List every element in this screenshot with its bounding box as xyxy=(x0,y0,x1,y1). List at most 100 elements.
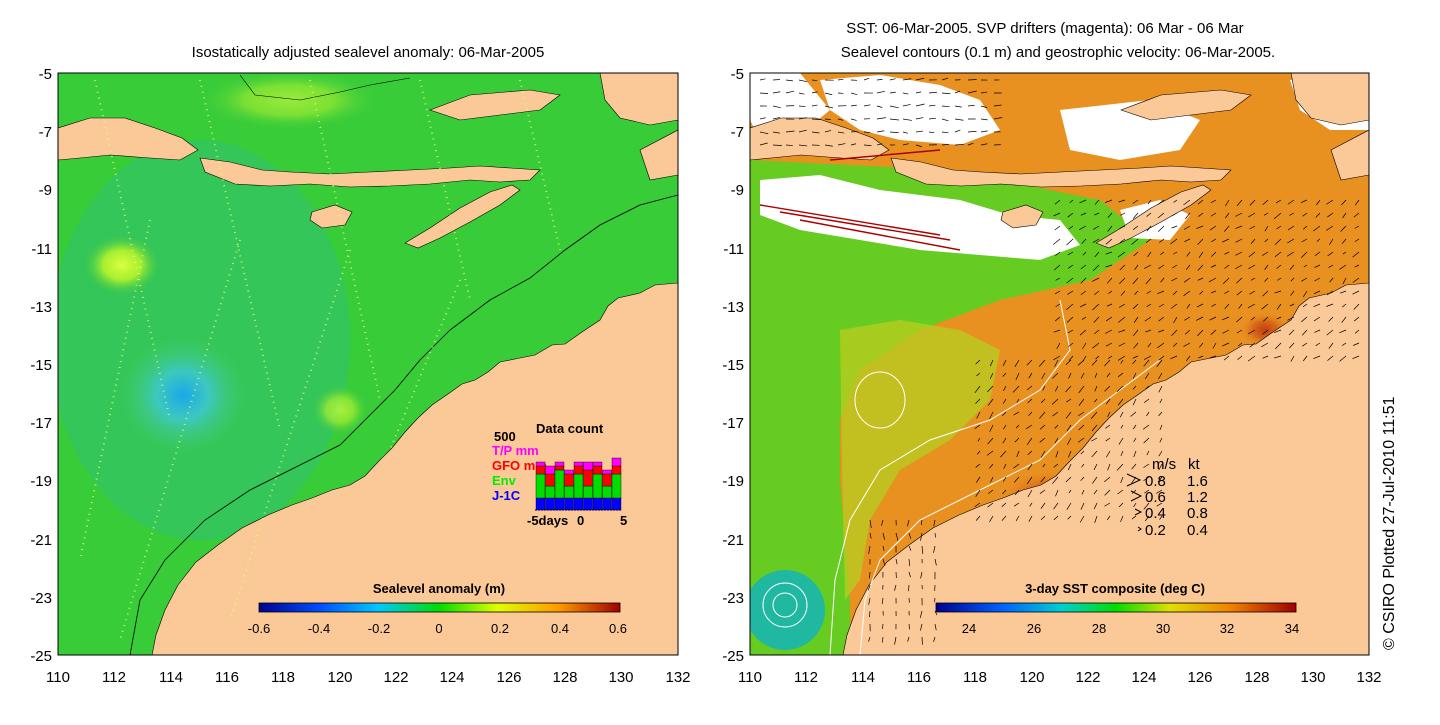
data-count-bar-j1c xyxy=(584,498,593,510)
left-y-tick: -15 xyxy=(30,357,52,374)
velocity-legend-kt: 0.4 xyxy=(1187,522,1208,539)
left-sea-high-anomaly-2 xyxy=(312,385,368,435)
right-colorbar-tick: 28 xyxy=(1092,621,1106,636)
left-x-tick: 110 xyxy=(46,669,70,686)
data-count-bar-tp xyxy=(584,462,593,470)
data-count-bar-j1c xyxy=(565,498,574,510)
data-count-bar-j1c xyxy=(574,498,583,510)
data-count-xtick: -5days xyxy=(527,513,568,528)
right-x-tick: 130 xyxy=(1300,669,1325,686)
right-x-tick: 112 xyxy=(794,669,818,686)
velocity-legend-ms-header: m/s xyxy=(1152,456,1176,473)
velocity-legend-ms: 0.6 xyxy=(1145,489,1166,506)
right-colorbar-tick: 26 xyxy=(1027,621,1041,636)
left-x-tick: 112 xyxy=(102,669,126,686)
right-y-tick: -11 xyxy=(723,241,744,258)
left-x-axis: 110 112 114 116 118 120 122 124 126 128 … xyxy=(46,669,690,686)
left-sea-north-yellow xyxy=(200,70,380,130)
data-count-bar-env xyxy=(603,486,612,498)
right-colorbar-tick: 32 xyxy=(1220,621,1234,636)
left-colorbar-tick: 0.2 xyxy=(491,621,509,636)
left-sea-low-anomaly xyxy=(118,335,248,455)
right-x-tick: 116 xyxy=(907,669,931,686)
data-count-bar-env xyxy=(612,474,621,498)
left-title: Isostatically adjusted sealevel anomaly:… xyxy=(192,44,545,61)
left-x-tick: 114 xyxy=(159,669,183,686)
left-y-tick: -19 xyxy=(30,473,52,490)
data-count-bar-gfo xyxy=(574,466,583,474)
left-colorbar-tick: -0.6 xyxy=(248,621,270,636)
right-y-tick: -5 xyxy=(731,66,744,83)
velocity-legend-ms: 0.8 xyxy=(1145,473,1166,490)
right-y-tick: -19 xyxy=(722,473,744,490)
right-x-tick: 126 xyxy=(1187,669,1212,686)
data-count-xtick: 5 xyxy=(620,513,627,528)
right-title-line1: SST: 06-Mar-2005. SVP drifters (magenta)… xyxy=(846,20,1243,37)
left-y-tick: -25 xyxy=(30,648,52,665)
velocity-legend-kt: 1.2 xyxy=(1187,489,1208,506)
data-count-bar-j1c xyxy=(555,498,564,510)
left-x-tick: 128 xyxy=(552,669,577,686)
right-x-axis: 110 112 114 116 118 120 122 124 126 128 … xyxy=(738,669,1381,686)
left-colorbar-ramp xyxy=(259,603,620,612)
data-count-bar-tp xyxy=(574,462,583,466)
left-x-tick: 126 xyxy=(496,669,521,686)
data-count-bar-env xyxy=(536,474,545,498)
data-count-xtick: 0 xyxy=(577,513,584,528)
left-y-axis: -5 -7 -9 -11 -13 -15 -17 -19 -21 -23 -25 xyxy=(30,66,52,665)
right-sst-cold-eddy xyxy=(745,570,825,650)
data-count-bar-tp xyxy=(565,470,574,474)
data-count-bar-env xyxy=(555,470,564,498)
data-count-bar-j1c xyxy=(612,498,621,510)
left-y-tick: -9 xyxy=(39,182,52,199)
left-x-tick: 124 xyxy=(439,669,464,686)
legend-tp: T/P mm xyxy=(492,443,539,458)
legend-j1c: J-1C xyxy=(492,488,521,503)
velocity-legend-kt: 1.6 xyxy=(1187,473,1208,490)
data-count-bar-gfo xyxy=(536,466,545,474)
data-count-bar-env xyxy=(584,486,593,498)
left-y-tick: -7 xyxy=(39,124,52,141)
right-x-tick: 128 xyxy=(1244,669,1269,686)
data-count-bar-env xyxy=(546,486,555,498)
left-colorbar-tick: 0 xyxy=(435,621,442,636)
data-count-max: 500 xyxy=(494,429,516,444)
left-colorbar-tick: 0.6 xyxy=(609,621,627,636)
data-count-bar-tp xyxy=(536,462,545,466)
data-count-bar-tp xyxy=(546,466,555,474)
left-x-tick: 118 xyxy=(271,669,295,686)
data-count-bar-tp xyxy=(593,462,602,466)
data-count-bar-j1c xyxy=(603,498,612,510)
right-x-tick: 118 xyxy=(963,669,987,686)
data-count-bar-j1c xyxy=(536,498,545,510)
right-y-tick: -7 xyxy=(731,124,744,141)
right-x-tick: 124 xyxy=(1131,669,1156,686)
data-count-bar-gfo xyxy=(565,474,574,486)
left-colorbar-tick: -0.4 xyxy=(308,621,330,636)
left-colorbar-tick: 0.4 xyxy=(551,621,569,636)
left-y-tick: -21 xyxy=(30,532,52,549)
velocity-legend-kt: 0.8 xyxy=(1187,505,1208,522)
left-x-tick: 132 xyxy=(665,669,690,686)
right-y-tick: -21 xyxy=(722,532,744,549)
left-x-tick: 122 xyxy=(383,669,408,686)
data-count-bar-gfo xyxy=(593,466,602,474)
left-map xyxy=(50,70,678,655)
velocity-legend-ms: 0.2 xyxy=(1145,522,1166,539)
left-y-tick: -23 xyxy=(30,590,52,607)
right-map xyxy=(745,73,1369,655)
data-count-bar-env xyxy=(593,474,602,498)
right-y-tick: -9 xyxy=(731,182,744,199)
data-count-title: Data count xyxy=(536,421,604,436)
right-y-axis: -5 -7 -9 -11 -13 -15 -17 -19 -21 -23 -25 xyxy=(722,66,744,665)
data-count-bar-tp xyxy=(555,462,564,466)
right-colorbar-tick: 34 xyxy=(1285,621,1299,636)
left-y-tick: -11 xyxy=(31,241,52,258)
left-x-tick: 120 xyxy=(327,669,352,686)
data-count-bar-gfo xyxy=(612,466,621,474)
right-colorbar-label: 3-day SST composite (deg C) xyxy=(1025,581,1205,596)
right-x-tick: 120 xyxy=(1019,669,1044,686)
left-x-tick: 130 xyxy=(608,669,633,686)
left-colorbar-tick: -0.2 xyxy=(368,621,390,636)
right-y-tick: -25 xyxy=(722,648,744,665)
